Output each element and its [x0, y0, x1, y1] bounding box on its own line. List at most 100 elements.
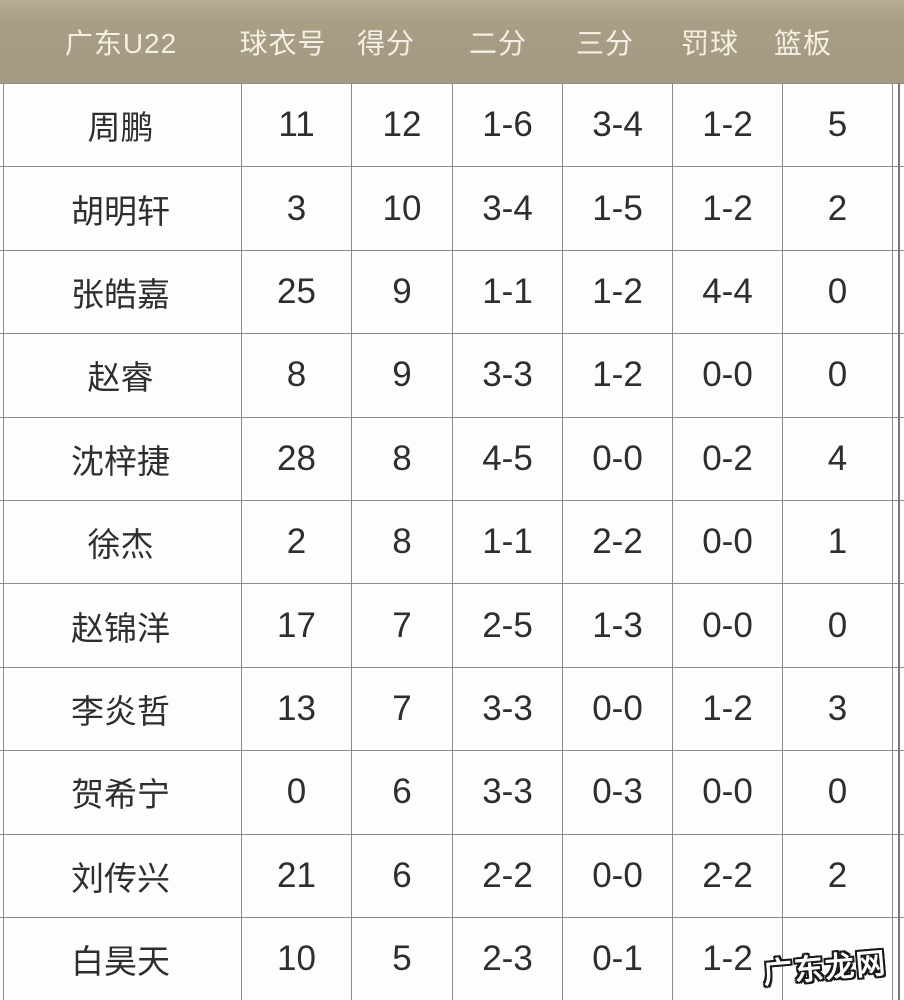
cell-two: 1-6 — [453, 84, 563, 167]
cell-two: 3-4 — [453, 167, 563, 250]
table-row: 沈梓捷 28 8 4-5 0-0 0-2 4 — [0, 417, 904, 501]
cell-edge-sliver — [893, 751, 904, 833]
header-col-team: 广东U22 — [64, 27, 178, 59]
cell-jersey: 10 — [242, 917, 352, 1000]
table-row: 赵锦洋 17 7 2-5 1-3 0-0 0 — [0, 584, 904, 668]
cell-reb: 0 — [783, 250, 893, 334]
cell-ft: 0-2 — [673, 417, 783, 500]
cell-edge-sliver — [893, 334, 904, 416]
cell-points: 8 — [352, 500, 453, 584]
header-col-jersey: 球衣号 — [239, 27, 327, 59]
cell-three: 1-3 — [563, 584, 673, 667]
cell-ft: 1-2 — [673, 167, 783, 250]
cell-edge-sliver — [893, 918, 904, 1000]
cell-ft: 0-0 — [673, 751, 783, 834]
cell-reb: 5 — [783, 84, 893, 167]
cell-name: 徐杰 — [0, 500, 242, 584]
cell-edge-sliver — [893, 584, 904, 666]
cell-jersey: 17 — [242, 584, 352, 667]
cell-reb: 0 — [783, 751, 893, 834]
table-header-bar: 广东U22 球衣号 得分 二分 三分 罚球 篮板 — [0, 0, 904, 83]
table-row: 徐杰 2 8 1-1 2-2 0-0 1 — [0, 500, 904, 585]
cell-reb: 3 — [783, 667, 893, 751]
cell-three: 1-5 — [563, 167, 673, 250]
cell-ft: 4-4 — [673, 250, 783, 334]
cell-jersey: 21 — [242, 834, 352, 917]
cell-three: 2-2 — [563, 500, 673, 584]
cell-jersey: 25 — [242, 250, 352, 334]
cell-ft: 1-2 — [673, 667, 783, 751]
table-row: 张皓嘉 25 9 1-1 1-2 4-4 0 — [0, 250, 904, 335]
table-row: 白昊天 10 5 2-3 0-1 1-2 — [0, 917, 904, 1000]
cell-jersey: 3 — [242, 167, 352, 250]
table-row: 胡明轩 3 10 3-4 1-5 1-2 2 — [0, 167, 904, 251]
cell-ft: 1-2 — [673, 917, 783, 1000]
cell-edge-sliver — [893, 84, 904, 166]
cell-reb: 2 — [783, 834, 893, 917]
cell-two: 2-3 — [453, 917, 563, 1000]
cell-reb: 1 — [783, 500, 893, 584]
cell-name: 沈梓捷 — [0, 417, 242, 500]
cell-name: 张皓嘉 — [0, 250, 242, 334]
cell-jersey: 8 — [242, 334, 352, 417]
cell-points: 6 — [352, 751, 453, 834]
cell-two: 3-3 — [453, 667, 563, 751]
cell-two: 3-3 — [453, 334, 563, 417]
cell-jersey: 0 — [242, 751, 352, 834]
header-col-three: 三分 — [575, 27, 635, 59]
header-col-points: 得分 — [356, 27, 416, 59]
cell-reb: 0 — [783, 584, 893, 667]
cell-two: 2-2 — [453, 834, 563, 917]
cell-name: 赵睿 — [0, 334, 242, 417]
cell-two: 4-5 — [453, 417, 563, 500]
cell-two: 2-5 — [453, 584, 563, 667]
table-row: 贺希宁 0 6 3-3 0-3 0-0 0 — [0, 751, 904, 835]
cell-jersey: 28 — [242, 417, 352, 500]
cell-jersey: 11 — [242, 84, 352, 167]
cell-points: 9 — [352, 250, 453, 334]
cell-two: 1-1 — [453, 250, 563, 334]
cell-ft: 0-0 — [673, 500, 783, 584]
cell-points: 7 — [352, 667, 453, 751]
cell-points: 7 — [352, 584, 453, 667]
cell-three: 0-1 — [563, 917, 673, 1000]
cell-jersey: 13 — [242, 667, 352, 751]
header-col-ft: 罚球 — [680, 27, 740, 59]
cell-edge-sliver — [893, 251, 904, 333]
cell-name: 白昊天 — [0, 917, 242, 1000]
cell-edge-sliver — [893, 167, 904, 249]
cell-three: 0-3 — [563, 751, 673, 834]
cell-three: 0-0 — [563, 667, 673, 751]
cell-edge-sliver — [893, 501, 904, 583]
cell-three: 1-2 — [563, 250, 673, 334]
table-row: 刘传兴 21 6 2-2 0-0 2-2 2 — [0, 834, 904, 918]
cell-name: 赵锦洋 — [0, 584, 242, 667]
cell-jersey: 2 — [242, 500, 352, 584]
cell-three: 0-0 — [563, 417, 673, 500]
cell-reb: 2 — [783, 167, 893, 250]
cell-three: 3-4 — [563, 84, 673, 167]
stats-table-body: 周鹏 11 12 1-6 3-4 1-2 5 胡明轩 3 10 3-4 1-5 1-2 2 张皓嘉 25 9 1-… — [0, 83, 904, 1000]
header-col-two: 二分 — [468, 27, 528, 59]
cell-reb — [783, 917, 893, 1000]
cell-edge-sliver — [893, 418, 904, 500]
cell-two: 1-1 — [453, 500, 563, 584]
cell-points: 6 — [352, 834, 453, 917]
cell-points: 10 — [352, 167, 453, 250]
cell-name: 胡明轩 — [0, 167, 242, 250]
cell-ft: 0-0 — [673, 584, 783, 667]
cell-name: 周鹏 — [0, 84, 242, 167]
table-row: 赵睿 8 9 3-3 1-2 0-0 0 — [0, 334, 904, 418]
cell-points: 5 — [352, 917, 453, 1000]
cell-three: 1-2 — [563, 334, 673, 417]
table-row: 李炎哲 13 7 3-3 0-0 1-2 3 — [0, 667, 904, 752]
cell-reb: 0 — [783, 334, 893, 417]
cell-name: 李炎哲 — [0, 667, 242, 751]
cell-edge-sliver — [893, 835, 904, 917]
cell-two: 3-3 — [453, 751, 563, 834]
cell-ft: 1-2 — [673, 84, 783, 167]
cell-name: 刘传兴 — [0, 834, 242, 917]
cell-reb: 4 — [783, 417, 893, 500]
cell-name: 贺希宁 — [0, 751, 242, 834]
